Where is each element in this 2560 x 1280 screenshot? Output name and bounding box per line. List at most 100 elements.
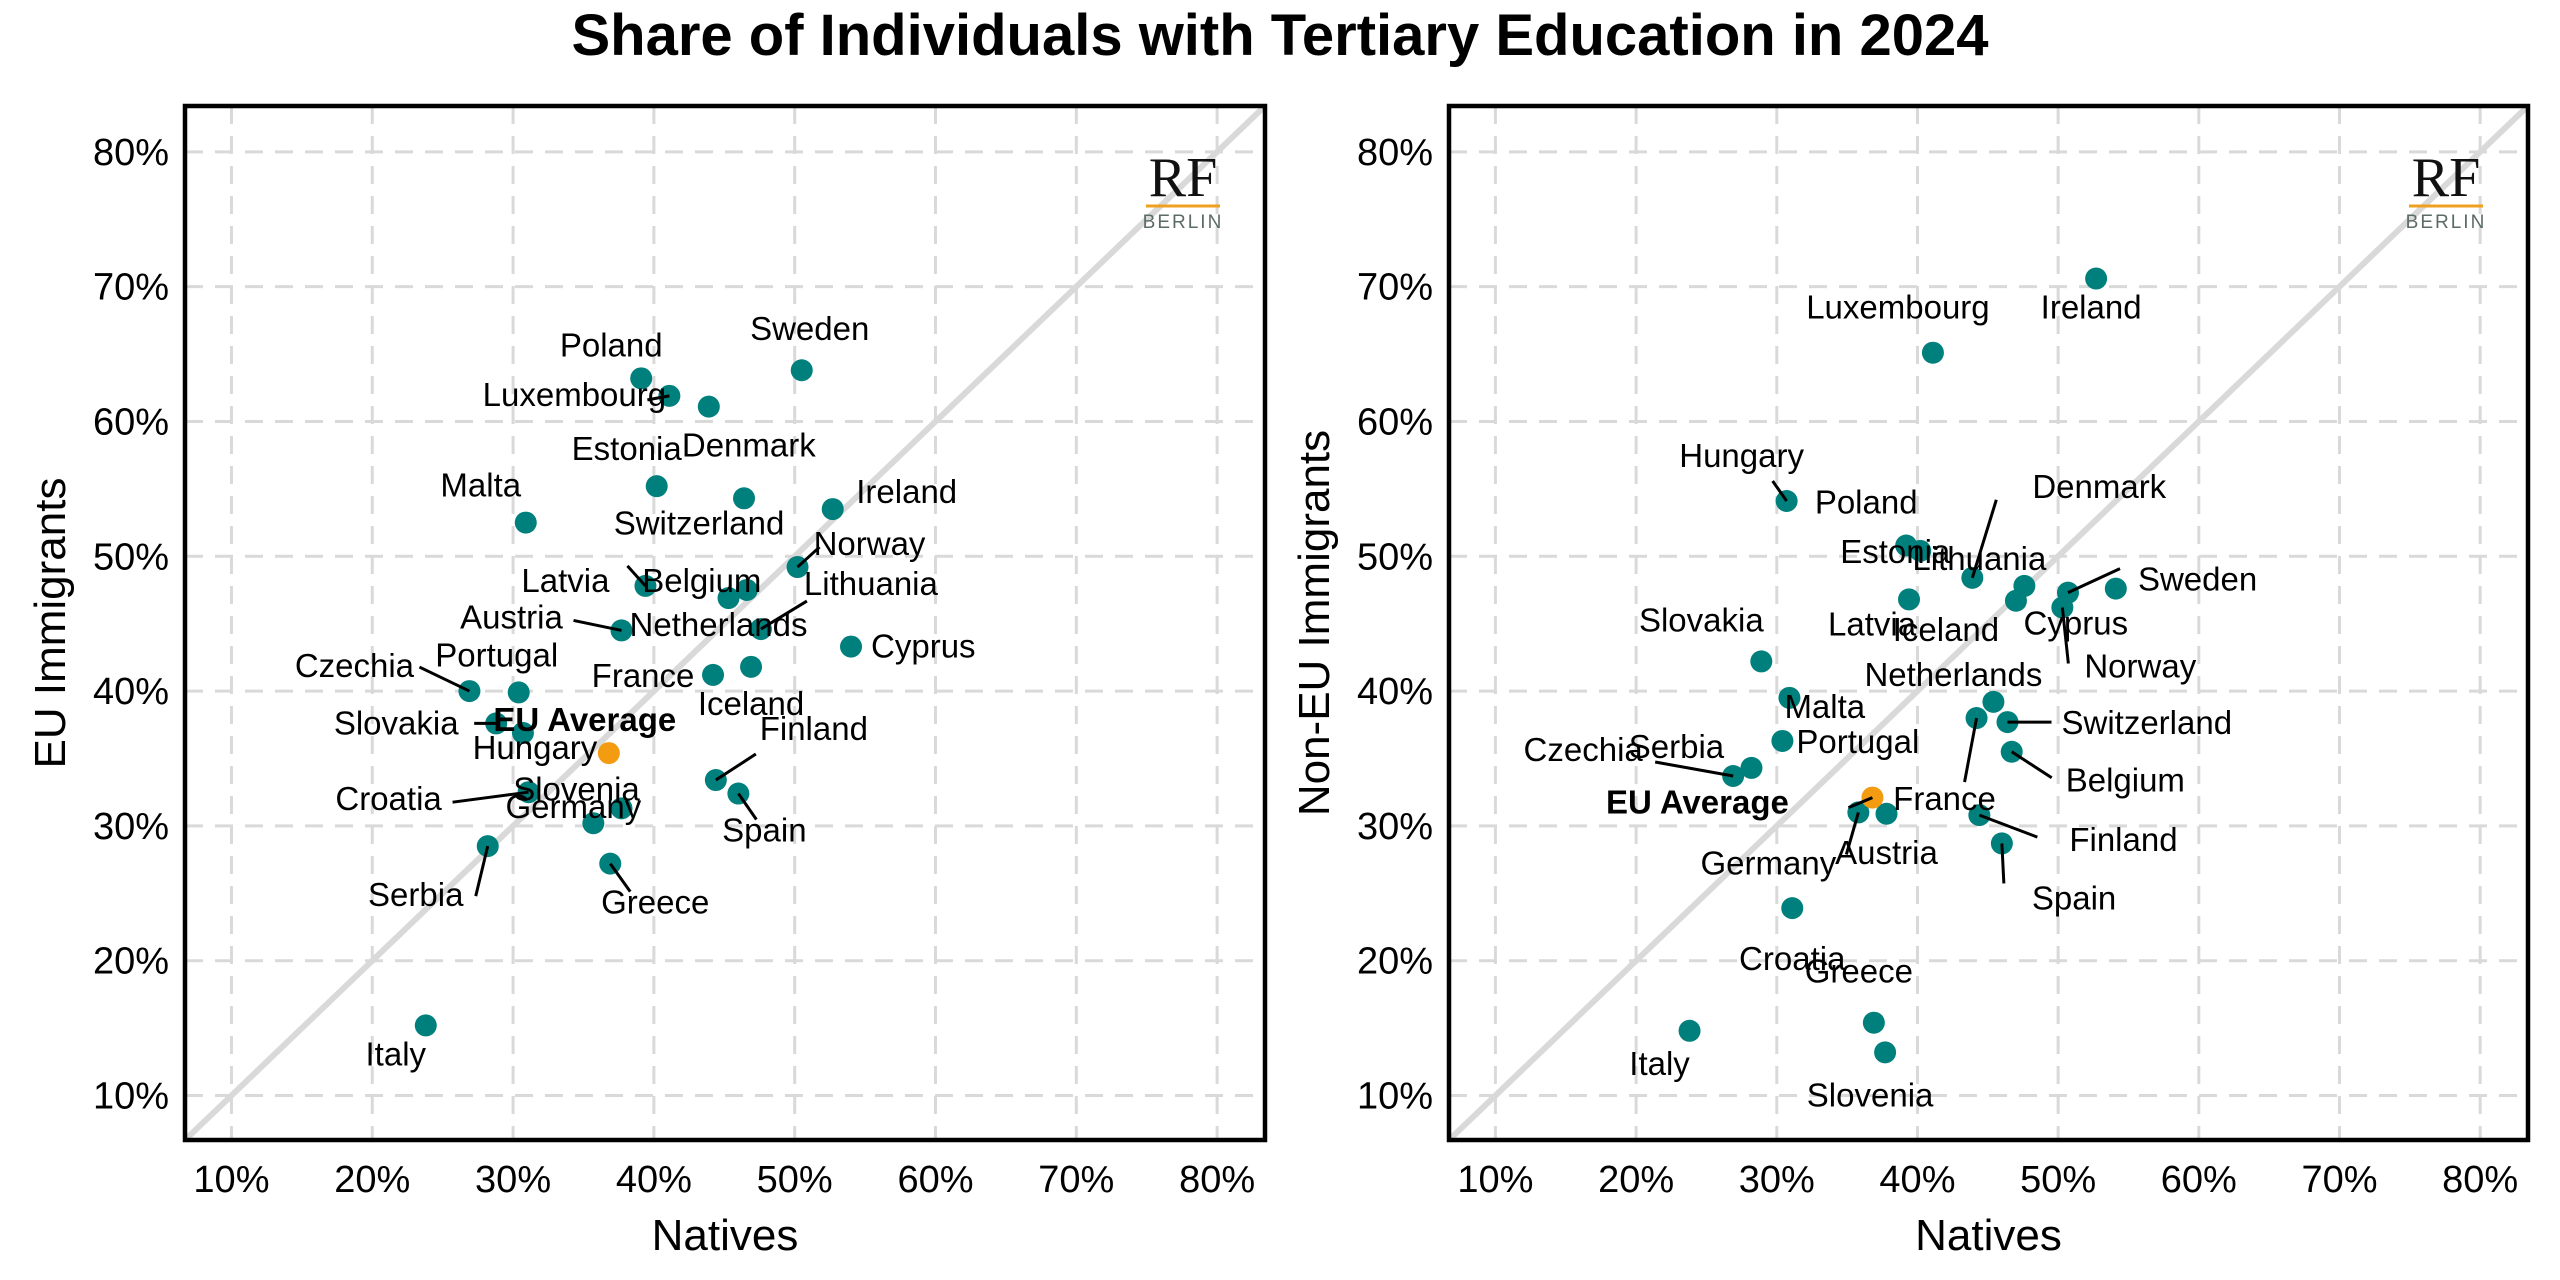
point-estonia[interactable] <box>645 475 668 498</box>
y-tick-label: 50% <box>1357 536 1433 578</box>
y-tick-label: 30% <box>93 806 169 848</box>
x-tick-label: 60% <box>2161 1159 2237 1201</box>
point-label-denmark: Denmark <box>2032 468 2166 505</box>
x-tick-label: 80% <box>1179 1159 1255 1201</box>
panel-eu-immigrants: 10% 20% 30% 40% 50% 60% 70% 80% 10% 20% 30% 40% 50% 6… <box>26 103 1268 1260</box>
point-latvia[interactable] <box>1898 588 1921 611</box>
point-cyprus[interactable] <box>840 635 863 658</box>
point-label-austria: Austria <box>1835 834 1938 871</box>
point-france[interactable] <box>702 663 725 686</box>
y-tick-label: 10% <box>1357 1076 1433 1118</box>
point-cyprus[interactable] <box>2104 577 2127 600</box>
point-iceland[interactable] <box>740 655 763 678</box>
point-germany[interactable] <box>582 812 605 835</box>
point-malta[interactable] <box>514 511 537 534</box>
point-portugal[interactable] <box>507 681 530 704</box>
rf-berlin-logo: RF BERLIN <box>1143 147 1222 233</box>
y-tick-label: 60% <box>1357 401 1433 443</box>
point-hungary[interactable] <box>511 721 534 744</box>
point-serbia[interactable] <box>1740 756 1763 779</box>
point-label-eu-average: EU Average <box>1606 784 1789 821</box>
point-label-france: France <box>1893 780 1996 817</box>
leader-line-spain <box>2000 843 2006 884</box>
point-netherlands[interactable] <box>1982 690 2005 713</box>
leader-line-luxembourg <box>647 394 670 402</box>
point-croatia[interactable] <box>1781 897 1804 920</box>
y-tick-label: 30% <box>1357 806 1433 848</box>
x-axis-label: Natives <box>1915 1211 2062 1260</box>
leader-line-czechia <box>1654 760 1734 778</box>
point-italy[interactable] <box>1678 1019 1701 1042</box>
point-label-austria: Austria <box>460 598 563 635</box>
leader-line-latvia <box>626 564 647 587</box>
x-tick-label: 80% <box>2442 1159 2518 1201</box>
point-label-lithuania: Lithuania <box>1912 540 2047 577</box>
point-label-malta: Malta <box>440 467 521 504</box>
point-label-croatia: Croatia <box>1739 940 1846 977</box>
point-slovenia[interactable] <box>1874 1041 1897 1064</box>
point-belgium[interactable] <box>735 578 758 601</box>
point-label-iceland: Iceland <box>698 685 804 722</box>
leader-line-croatia <box>452 790 529 804</box>
x-tick-label: 70% <box>2301 1159 2377 1201</box>
point-slovenia[interactable] <box>610 797 633 820</box>
y-tick-label: 80% <box>1357 132 1433 174</box>
point-label-sweden: Sweden <box>2138 561 2257 598</box>
leader-line-belgium <box>2010 750 2053 780</box>
point-label-slovakia: Slovakia <box>1639 601 1764 638</box>
x-tick-label: 20% <box>334 1159 410 1201</box>
point-label-slovenia: Slovenia <box>513 770 640 807</box>
leader-line-sweden <box>2067 567 2121 595</box>
point-ireland[interactable] <box>2085 267 2108 290</box>
point-label-malta: Malta <box>1784 688 1865 725</box>
point-label-finland: Finland <box>2069 821 2177 858</box>
point-label-france: France <box>592 657 695 694</box>
point-label-iceland: Iceland <box>1893 611 1999 648</box>
point-ireland[interactable] <box>821 498 844 521</box>
logo-rf-text: RF <box>2412 147 2481 209</box>
leader-line-czechia <box>418 665 471 693</box>
point-label-belgium: Belgium <box>2066 762 2185 799</box>
leader-line-spain <box>737 792 758 821</box>
point-slovakia[interactable] <box>1750 650 1773 673</box>
point-labels: Poland Luxembourg Denmark Sweden Estonia Malt… <box>182 103 1268 1143</box>
point-eu-average[interactable] <box>597 742 620 765</box>
point-label-cyprus: Cyprus <box>871 628 976 665</box>
x-tick-label: 30% <box>1739 1159 1815 1201</box>
point-poland[interactable] <box>630 367 653 390</box>
point-luxembourg[interactable] <box>1921 341 1944 364</box>
point-italy[interactable] <box>414 1014 437 1037</box>
leader-line-eu-average <box>1847 796 1874 809</box>
point-label-netherlands: Netherlands <box>630 606 808 643</box>
point-label-serbia: Serbia <box>368 876 464 913</box>
point-label-czechia: Czechia <box>1524 731 1644 768</box>
x-tick-label: 40% <box>616 1159 692 1201</box>
x-axis-label: Natives <box>652 1211 799 1260</box>
point-austria[interactable] <box>1875 802 1898 825</box>
leader-line-norway <box>2060 607 2070 664</box>
y-tick-label: 10% <box>93 1076 169 1118</box>
point-malta[interactable] <box>1778 686 1801 709</box>
leader-line-france <box>1963 717 1979 783</box>
point-label-switzerland: Switzerland <box>614 504 785 541</box>
x-tick-label: 40% <box>1879 1159 1955 1201</box>
point-label-ireland: Ireland <box>2041 289 2142 326</box>
point-netherlands[interactable] <box>717 587 740 610</box>
point-label-eu-average: EU Average <box>493 701 676 738</box>
x-tick-label: 10% <box>193 1159 269 1201</box>
point-label-greece: Greece <box>601 884 709 921</box>
panel-non-eu-immigrants: 10% 20% 30% 40% 50% 60% 70% 80% 10% 20% 30% 40% 50% 6… <box>1290 103 2531 1260</box>
leader-line-serbia <box>474 845 490 897</box>
y-tick-label: 70% <box>93 267 169 309</box>
point-switzerland[interactable] <box>733 487 756 510</box>
point-label-slovenia: Slovenia <box>1807 1076 1934 1113</box>
point-portugal[interactable] <box>1771 729 1794 752</box>
point-estonia[interactable] <box>1909 539 1932 562</box>
point-sweden[interactable] <box>790 359 813 382</box>
point-denmark[interactable] <box>697 395 720 418</box>
point-label-poland: Poland <box>1815 483 1918 520</box>
point-label-luxembourg: Luxembourg <box>1806 289 1989 326</box>
point-label-hungary: Hungary <box>473 729 598 766</box>
point-iceland[interactable] <box>2004 589 2027 612</box>
point-greece[interactable] <box>1862 1011 1885 1034</box>
